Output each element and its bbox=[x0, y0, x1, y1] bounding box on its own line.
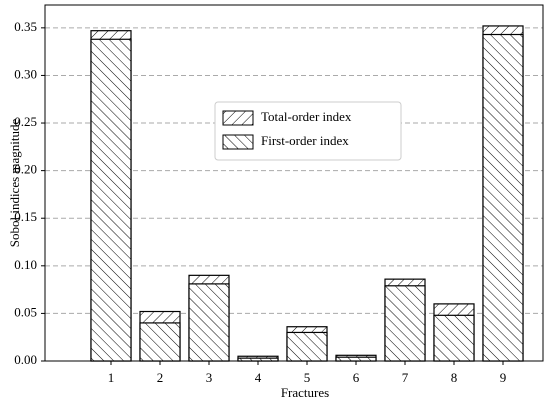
y-tick-label: 0.30 bbox=[14, 66, 37, 81]
legend-swatch bbox=[222, 110, 254, 126]
x-axis-label: Fractures bbox=[281, 385, 329, 400]
x-tick-label: 4 bbox=[255, 370, 262, 385]
y-tick-label: 0.10 bbox=[14, 257, 37, 272]
legend-label: Total-order index bbox=[261, 109, 352, 124]
y-tick-label: 0.15 bbox=[14, 209, 37, 224]
plot-frame bbox=[44, 4, 544, 362]
bar bbox=[188, 283, 230, 362]
x-tick-label: 1 bbox=[108, 370, 115, 385]
bar bbox=[286, 331, 328, 362]
y-tick-label: 0.00 bbox=[14, 352, 37, 367]
bar bbox=[433, 314, 475, 362]
x-tick-label: 5 bbox=[304, 370, 311, 385]
bar bbox=[335, 356, 377, 362]
y-tick-label: 0.25 bbox=[14, 114, 37, 129]
bar bbox=[90, 38, 132, 362]
bar bbox=[482, 33, 524, 362]
x-tick-label: 7 bbox=[402, 370, 409, 385]
x-tick-label: 8 bbox=[451, 370, 458, 385]
legend: Total-order index First-order index bbox=[214, 101, 402, 161]
x-tick-label: 3 bbox=[206, 370, 213, 385]
x-tick-label: 9 bbox=[500, 370, 507, 385]
legend-label: First-order index bbox=[261, 133, 349, 148]
bar bbox=[384, 285, 426, 362]
y-tick-label: 0.05 bbox=[14, 304, 37, 319]
legend-swatch bbox=[222, 134, 254, 150]
y-tick-label: 0.20 bbox=[14, 162, 37, 177]
x-tick-label: 6 bbox=[353, 370, 360, 385]
bar bbox=[139, 322, 181, 362]
y-axis-label: Sobol indices magnitude bbox=[7, 119, 22, 248]
y-tick-label: 0.35 bbox=[14, 19, 37, 34]
x-tick-label: 2 bbox=[157, 370, 164, 385]
legend-box bbox=[214, 101, 402, 161]
